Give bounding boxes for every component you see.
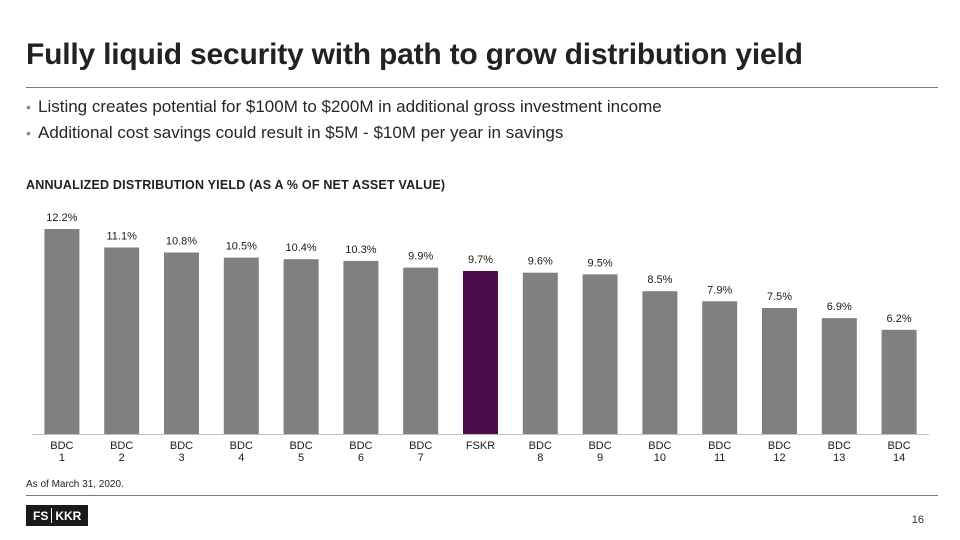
logo-kkr: KKR	[55, 508, 82, 523]
category-label: 1	[59, 452, 65, 464]
data-label: 7.5%	[767, 291, 792, 303]
bar-fskr	[463, 271, 498, 434]
chart-title: ANNUALIZED DISTRIBUTION YIELD (AS A % OF…	[26, 178, 446, 192]
page-title: Fully liquid security with path to grow …	[26, 38, 803, 71]
bullet-list: • Listing creates potential for $100M to …	[26, 95, 662, 147]
footer-divider	[26, 495, 938, 496]
bar-bdc-5	[283, 259, 319, 434]
data-label: 9.6%	[528, 256, 553, 268]
bar-bdc-11	[702, 301, 738, 434]
footnote: As of March 31, 2020.	[26, 479, 124, 490]
fs-kkr-logo: FS KKR	[26, 505, 89, 526]
bar-bdc-6	[343, 260, 379, 434]
category-label: 10	[654, 452, 666, 464]
bar-bdc-2	[104, 247, 140, 434]
category-label: 6	[358, 452, 364, 464]
bar-bdc-3	[164, 252, 199, 434]
page-number: 16	[911, 514, 924, 526]
category-label: 11	[714, 452, 725, 464]
category-label: 9	[597, 452, 603, 464]
bullet-item: • Listing creates potential for $100M to …	[26, 95, 662, 121]
category-label: BDC	[828, 440, 851, 452]
bullet-text: Additional cost savings could result in …	[38, 123, 564, 142]
data-label: 10.5%	[226, 241, 257, 253]
category-label: BDC	[708, 440, 731, 452]
bar-bdc-4	[223, 257, 259, 434]
bullet-icon: •	[26, 125, 31, 141]
bar-bdc-7	[403, 267, 439, 434]
logo-separator	[51, 508, 53, 523]
category-label: BDC	[50, 440, 73, 452]
data-label: 11.1%	[107, 231, 138, 243]
category-label: BDC	[170, 440, 193, 452]
category-label: 12	[773, 452, 785, 464]
category-label: 13	[833, 452, 845, 464]
category-label: BDC	[409, 440, 432, 452]
data-label: 9.5%	[588, 257, 613, 269]
category-label: FSKR	[466, 440, 495, 452]
bullet-icon: •	[26, 99, 31, 115]
bar-bdc-8	[522, 272, 558, 434]
category-label: 7	[418, 452, 424, 464]
data-label: 7.9%	[707, 284, 732, 296]
data-label: 8.5%	[647, 274, 672, 286]
category-label: BDC	[768, 440, 791, 452]
category-label: 8	[537, 452, 543, 464]
data-label: 10.8%	[166, 236, 197, 248]
category-label: BDC	[349, 440, 372, 452]
category-label: 4	[238, 452, 244, 464]
bullet-text: Listing creates potential for $100M to $…	[38, 97, 662, 116]
bullet-item: • Additional cost savings could result in…	[26, 121, 662, 147]
category-label: BDC	[110, 440, 133, 452]
bar-bdc-9	[582, 274, 618, 434]
bar-bdc-10	[642, 291, 678, 434]
category-label: BDC	[887, 440, 910, 452]
data-label: 10.3%	[345, 244, 376, 256]
data-label: 6.2%	[887, 313, 912, 325]
category-label: 5	[298, 452, 304, 464]
category-label: BDC	[529, 440, 552, 452]
bar-bdc-1	[44, 229, 80, 434]
data-label: 9.9%	[408, 251, 433, 263]
category-label: BDC	[289, 440, 312, 452]
distribution-yield-bar-chart: 12.2%BDC111.1%BDC210.8%BDC310.5%BDC410.4…	[32, 212, 929, 464]
category-label: BDC	[230, 440, 253, 452]
bar-bdc-13	[821, 318, 857, 434]
data-label: 10.4%	[285, 242, 316, 254]
title-divider	[26, 87, 938, 88]
category-label: BDC	[648, 440, 671, 452]
bar-bdc-12	[762, 308, 797, 434]
category-label: 3	[178, 452, 184, 464]
data-label: 6.9%	[827, 301, 852, 313]
category-label: BDC	[588, 440, 611, 452]
logo-fs: FS	[33, 508, 49, 523]
data-label: 12.2%	[46, 212, 77, 224]
bar-bdc-14	[881, 329, 917, 434]
data-label: 9.7%	[468, 254, 493, 266]
category-label: 14	[893, 452, 905, 464]
category-label: 2	[119, 452, 125, 464]
